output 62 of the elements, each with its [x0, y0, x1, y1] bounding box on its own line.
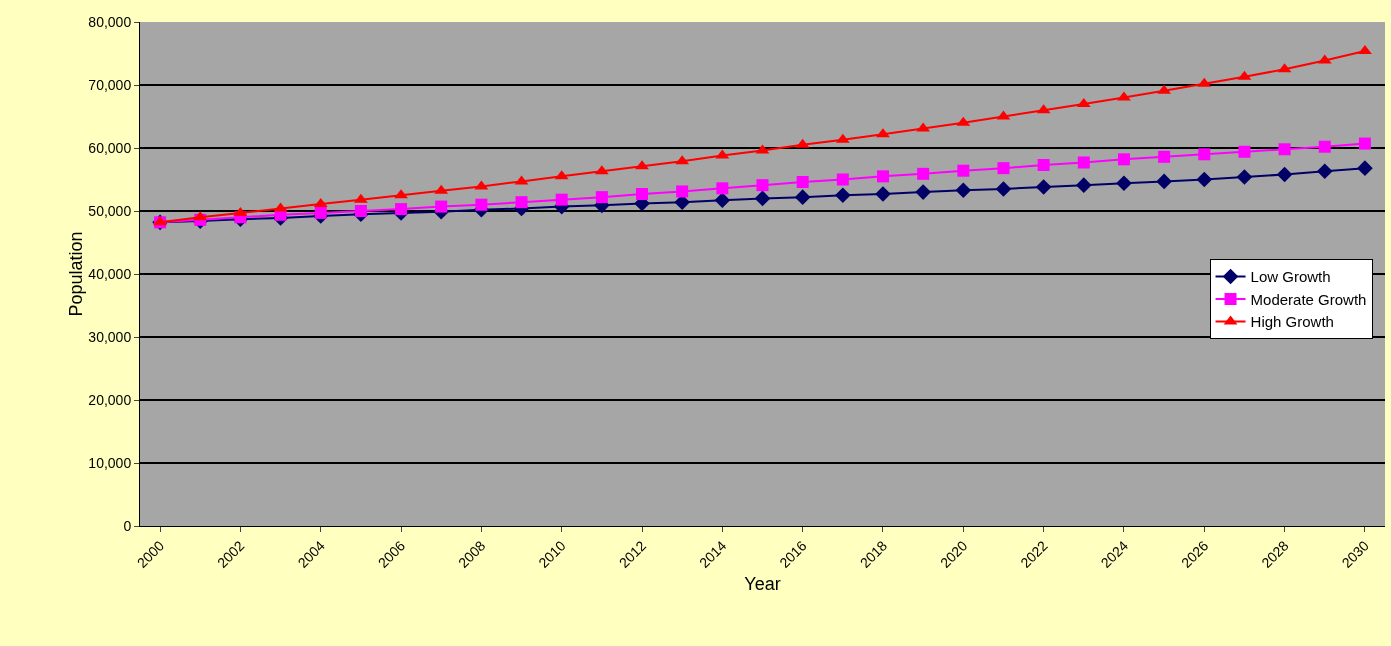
- x-axis-title: Year: [744, 574, 781, 594]
- point: [314, 206, 327, 219]
- y-tick-label: 10,000: [88, 454, 132, 471]
- legend-label: Moderate Growth: [1250, 290, 1367, 308]
- y-tick-label: 20,000: [88, 391, 132, 408]
- point: [876, 128, 890, 138]
- point: [1238, 145, 1251, 158]
- point: [714, 192, 731, 209]
- y-tick-label: 50,000: [88, 202, 132, 219]
- legend-label: High Growth: [1250, 313, 1334, 331]
- point: [1357, 160, 1373, 176]
- point: [475, 198, 488, 211]
- point: [1158, 150, 1171, 163]
- point: [1318, 140, 1331, 153]
- point: [435, 200, 448, 213]
- point: [915, 184, 931, 200]
- point: [1276, 166, 1293, 183]
- point: [955, 182, 972, 199]
- point: [1278, 143, 1291, 156]
- point: [1077, 156, 1090, 169]
- point: [716, 182, 729, 195]
- y-tick-label: 70,000: [88, 76, 132, 93]
- point: [595, 191, 608, 204]
- point: [1117, 91, 1131, 101]
- point: [636, 187, 649, 200]
- point: [836, 173, 849, 186]
- point: [1236, 169, 1253, 185]
- y-tick-label: 80,000: [88, 13, 132, 30]
- point: [676, 185, 689, 198]
- point: [1037, 159, 1050, 172]
- point: [957, 164, 970, 177]
- point: [754, 190, 771, 207]
- point: [917, 167, 930, 180]
- point: [756, 179, 769, 192]
- point: [796, 176, 809, 189]
- point: [1196, 171, 1213, 188]
- point: [794, 189, 811, 205]
- point: [1316, 163, 1333, 180]
- point: [995, 181, 1012, 197]
- point: [394, 189, 408, 199]
- point: [395, 203, 408, 216]
- point: [876, 170, 889, 183]
- point: [354, 205, 367, 217]
- y-tick-label: 40,000: [88, 265, 132, 282]
- point: [635, 160, 649, 170]
- point: [1075, 177, 1092, 193]
- point: [835, 187, 851, 204]
- point: [1116, 175, 1132, 192]
- y-tick-label: 0: [123, 517, 132, 534]
- y-tick-label: 60,000: [88, 139, 132, 156]
- point: [1358, 137, 1371, 150]
- point: [1156, 173, 1172, 190]
- y-axis-title: Population: [66, 231, 87, 317]
- point: [515, 196, 528, 209]
- point: [1198, 148, 1211, 161]
- point: [1035, 179, 1052, 195]
- point: [997, 162, 1010, 175]
- y-tick-label: 30,000: [88, 328, 132, 345]
- legend-label: Low Growth: [1250, 268, 1331, 286]
- point: [875, 186, 891, 202]
- point: [555, 193, 568, 206]
- point: [1117, 153, 1130, 166]
